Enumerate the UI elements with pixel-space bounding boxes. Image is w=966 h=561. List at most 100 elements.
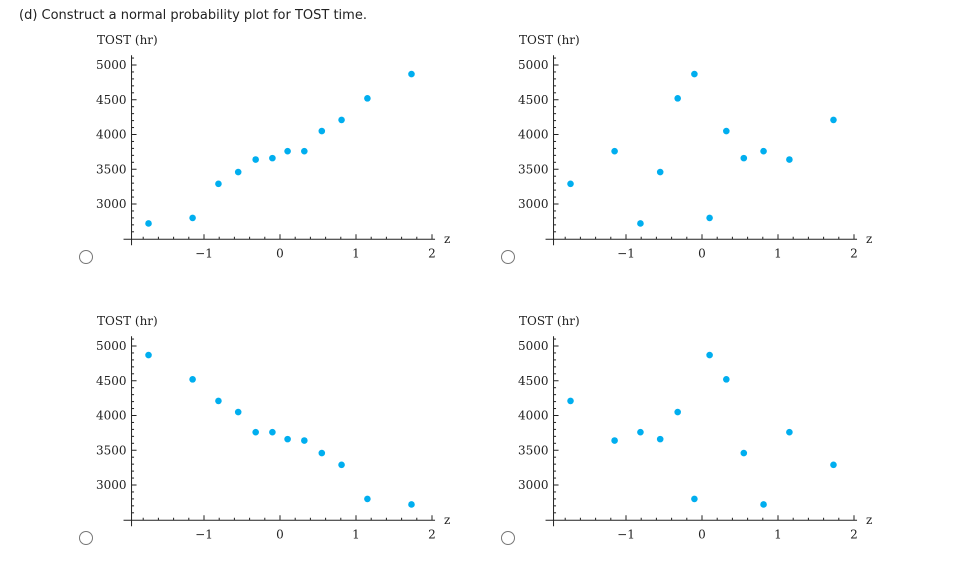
y-tick-label: 4000 bbox=[96, 128, 127, 142]
data-point bbox=[189, 214, 196, 222]
data-point bbox=[740, 154, 748, 162]
y-tick-label: 4000 bbox=[518, 409, 549, 423]
option-4-radio[interactable] bbox=[501, 531, 515, 545]
y-tick-label: 3500 bbox=[96, 162, 127, 176]
question-text: (d) Construct a normal probability plot … bbox=[19, 8, 367, 23]
x-tick-label: 1 bbox=[774, 246, 782, 260]
data-point bbox=[364, 495, 371, 503]
y-tick-label: 4500 bbox=[518, 93, 549, 107]
x-tick-label: 0 bbox=[276, 527, 284, 541]
y-tick-label: 3500 bbox=[518, 162, 549, 176]
data-point bbox=[234, 408, 242, 416]
data-point bbox=[691, 495, 698, 503]
option-3-radio[interactable] bbox=[79, 531, 93, 545]
scatter-chart: 3000 3500 4000 4500 5000 −1 0 1 2 TOST (hr) z bbox=[518, 33, 872, 260]
data-point bbox=[740, 449, 748, 457]
y-tick-label: 5000 bbox=[96, 58, 127, 72]
data-point bbox=[656, 168, 664, 176]
data-point bbox=[318, 449, 326, 457]
data-point bbox=[145, 351, 152, 359]
data-point bbox=[301, 147, 308, 155]
data-point bbox=[830, 461, 837, 469]
x-tick-label: 2 bbox=[850, 246, 858, 260]
y-tick-label: 3000 bbox=[96, 478, 127, 492]
x-tick-label: 0 bbox=[276, 246, 284, 260]
x-tick-label: −1 bbox=[195, 246, 213, 260]
y-tick-label: 3000 bbox=[518, 197, 549, 211]
data-point bbox=[656, 435, 664, 443]
data-point bbox=[706, 214, 713, 222]
x-tick-label: −1 bbox=[617, 246, 635, 260]
scatter-chart: 3000 3500 4000 4500 5000 −1 0 1 2 TOST (hr) z bbox=[96, 33, 450, 260]
y-tick-label: 4500 bbox=[518, 374, 549, 388]
y-tick-label: 4500 bbox=[96, 93, 127, 107]
y-tick-label: 5000 bbox=[518, 58, 549, 72]
data-point bbox=[252, 156, 259, 163]
data-point bbox=[760, 147, 767, 155]
data-point bbox=[252, 428, 259, 436]
y-tick-label: 4500 bbox=[96, 374, 127, 388]
x-axis-title: z bbox=[866, 232, 872, 246]
data-point bbox=[786, 428, 793, 436]
y-axis-title: TOST (hr) bbox=[97, 33, 158, 47]
data-point bbox=[691, 70, 698, 78]
plot-option-2: 3000 3500 4000 4500 5000 −1 0 1 2 TOST (hr) z bbox=[501, 30, 882, 270]
scatter-chart: 3000 3500 4000 4500 5000 −1 0 1 2 TOST (hr) z bbox=[518, 314, 872, 541]
plot-option-4: 3000 3500 4000 4500 5000 −1 0 1 2 TOST (hr) z bbox=[501, 311, 882, 551]
x-tick-label: 1 bbox=[352, 246, 360, 260]
y-axis-title: TOST (hr) bbox=[519, 314, 580, 328]
data-point bbox=[338, 116, 345, 124]
plot-option-1: 3000 3500 4000 4500 5000 −1 0 1 2 TOST (hr) z bbox=[79, 30, 460, 270]
x-tick-label: 0 bbox=[698, 527, 706, 541]
option-2-radio[interactable] bbox=[501, 250, 515, 264]
x-axis-title: z bbox=[444, 232, 450, 246]
data-point bbox=[145, 220, 152, 227]
y-tick-label: 5000 bbox=[96, 339, 127, 353]
data-point bbox=[674, 95, 681, 102]
y-axis-title: TOST (hr) bbox=[519, 33, 580, 47]
y-tick-label: 3500 bbox=[96, 443, 127, 457]
data-point bbox=[723, 376, 730, 383]
data-point bbox=[674, 408, 681, 416]
data-point bbox=[189, 376, 196, 383]
plot-option-3: 3000 3500 4000 4500 5000 −1 0 1 2 TOST (hr) z bbox=[79, 311, 460, 551]
y-tick-label: 4000 bbox=[518, 128, 549, 142]
data-point bbox=[611, 437, 618, 444]
data-point bbox=[284, 435, 291, 443]
y-tick-label: 4000 bbox=[96, 409, 127, 423]
x-tick-label: 1 bbox=[352, 527, 360, 541]
data-point bbox=[637, 220, 644, 227]
data-point bbox=[786, 156, 793, 163]
x-tick-label: −1 bbox=[195, 527, 213, 541]
data-point bbox=[269, 428, 276, 436]
data-point bbox=[830, 116, 837, 124]
x-tick-label: 2 bbox=[428, 527, 436, 541]
data-point bbox=[408, 70, 415, 78]
y-tick-label: 3500 bbox=[518, 443, 549, 457]
data-point bbox=[318, 127, 326, 135]
data-point bbox=[760, 501, 767, 508]
data-point bbox=[408, 501, 415, 508]
data-point bbox=[338, 461, 345, 469]
data-point bbox=[364, 95, 371, 102]
y-tick-label: 3000 bbox=[96, 197, 127, 211]
x-tick-label: 0 bbox=[698, 246, 706, 260]
option-1-radio[interactable] bbox=[79, 250, 93, 264]
data-point bbox=[611, 147, 618, 155]
data-point bbox=[269, 154, 276, 162]
data-point bbox=[706, 351, 713, 359]
data-point bbox=[301, 437, 308, 444]
y-axis-title: TOST (hr) bbox=[97, 314, 158, 328]
x-tick-label: 2 bbox=[428, 246, 436, 260]
data-point bbox=[723, 127, 730, 135]
data-point bbox=[637, 428, 644, 436]
data-point bbox=[284, 147, 291, 155]
x-tick-label: −1 bbox=[617, 527, 635, 541]
y-tick-label: 5000 bbox=[518, 339, 549, 353]
y-tick-label: 3000 bbox=[518, 478, 549, 492]
data-point bbox=[234, 168, 242, 176]
x-tick-label: 1 bbox=[774, 527, 782, 541]
scatter-chart: 3000 3500 4000 4500 5000 −1 0 1 2 TOST (hr) z bbox=[96, 314, 450, 541]
data-point bbox=[215, 397, 222, 405]
data-point bbox=[215, 180, 222, 188]
